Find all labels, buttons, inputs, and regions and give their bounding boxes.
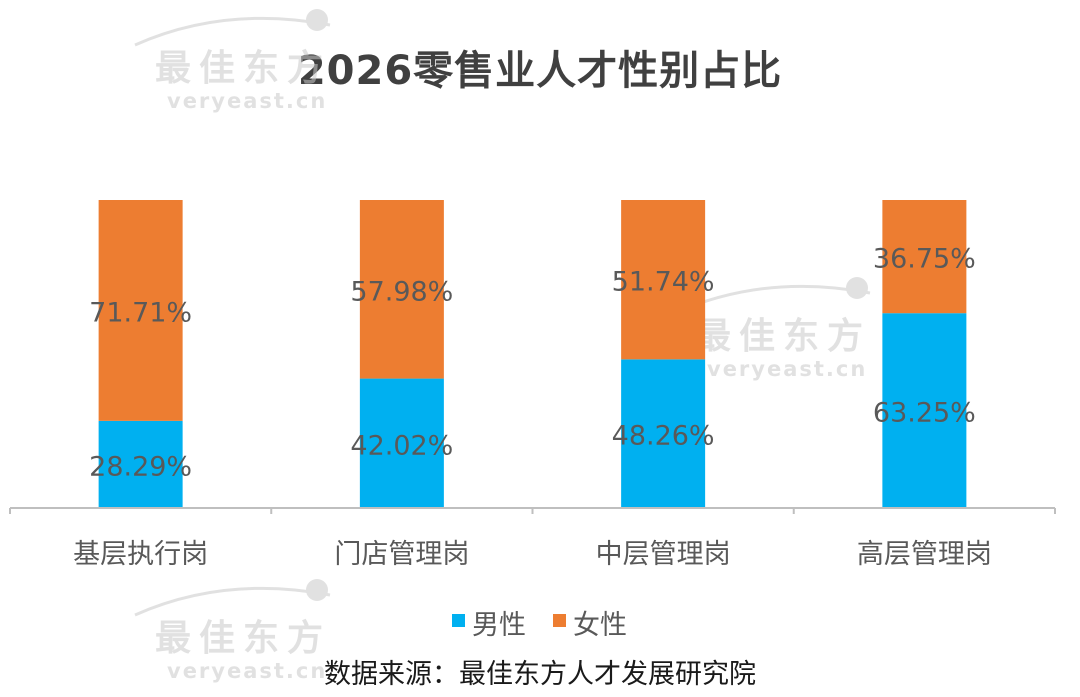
bars-layer: 28.29% 71.71% 42.02% 57.98% 48.26% 51.74% 63.2… xyxy=(89,200,976,508)
bar-segment-male xyxy=(98,420,183,508)
watermark-brand: 最佳东方 xyxy=(155,618,331,659)
watermark-person-icon xyxy=(306,579,328,601)
bar-segment-male xyxy=(882,313,967,508)
bar-segment-male xyxy=(359,378,444,508)
chart-title: 2026零售业人才性别占比 xyxy=(297,48,783,94)
watermark-brand: 最佳东方 xyxy=(695,316,871,357)
data-label: 42.02% xyxy=(350,430,453,461)
x-tick-label: 高层管理岗 xyxy=(857,539,992,570)
data-label: 63.25% xyxy=(873,398,976,429)
bar-segment-female xyxy=(359,200,444,379)
watermark-person-icon xyxy=(306,9,328,31)
watermark-domain: veryeast.cn xyxy=(707,357,867,381)
legend-swatch-male xyxy=(452,614,465,627)
data-label: 57.98% xyxy=(350,276,453,307)
bar-segment-male xyxy=(621,359,706,508)
watermark-person-icon xyxy=(846,277,868,299)
data-source-note: 数据来源：最佳东方人才发展研究院 xyxy=(324,659,756,690)
x-tick-label: 基层执行岗 xyxy=(73,539,208,570)
axis-layer: 基层执行岗 门店管理岗 中层管理岗 高层管理岗 xyxy=(9,507,1056,570)
x-tick-label: 门店管理岗 xyxy=(334,539,469,570)
data-label: 28.29% xyxy=(89,451,192,482)
bar-segment-female xyxy=(98,200,183,421)
watermark-layer: 最佳东方veryeast.cn最佳东方veryeast.cn最佳东方veryea… xyxy=(134,9,871,683)
watermark-domain: veryeast.cn xyxy=(167,89,327,113)
watermark-swoosh xyxy=(134,16,331,47)
watermark-swoosh xyxy=(134,586,331,617)
x-tick-label: 中层管理岗 xyxy=(596,539,731,570)
data-label: 71.71% xyxy=(89,297,192,328)
bar-segment-female xyxy=(882,200,967,314)
watermark-domain: veryeast.cn xyxy=(167,659,327,683)
data-label: 48.26% xyxy=(612,421,715,452)
data-label: 51.74% xyxy=(612,267,715,298)
bar-segment-female xyxy=(621,200,706,360)
data-label: 36.75% xyxy=(873,244,976,275)
legend-label-female: 女性 xyxy=(573,610,627,641)
watermark-brand: 最佳东方 xyxy=(155,48,331,89)
legend: 男性 女性 xyxy=(452,610,627,641)
legend-label-male: 男性 xyxy=(472,610,526,641)
legend-swatch-female xyxy=(553,614,566,627)
